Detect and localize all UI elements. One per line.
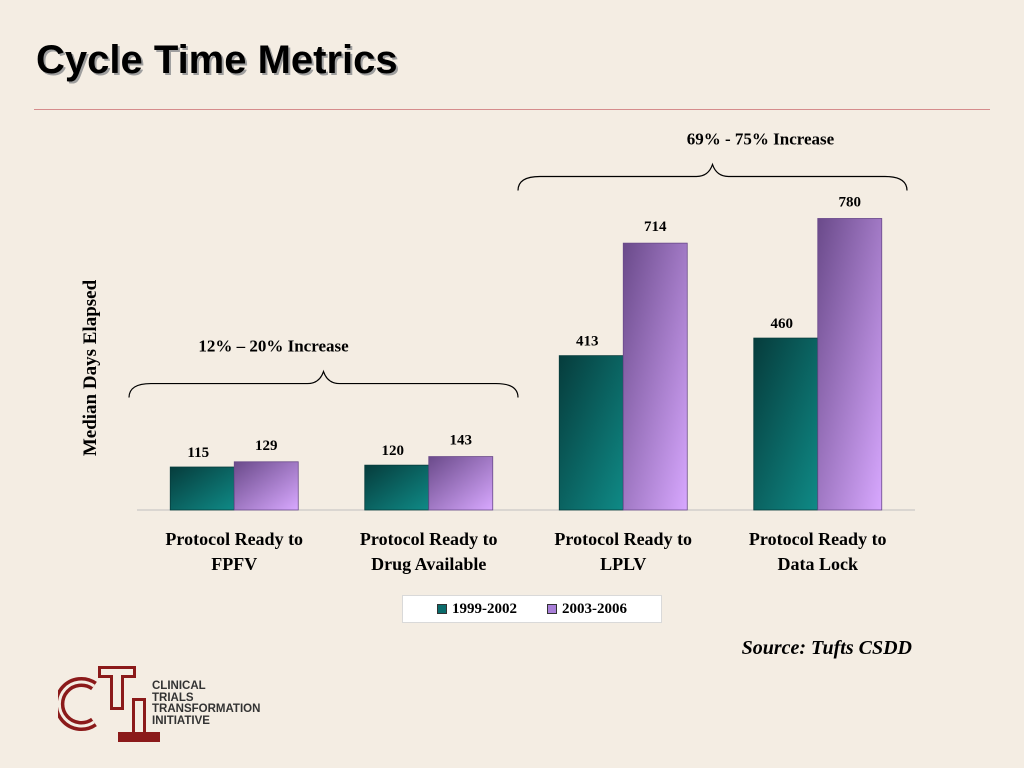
annotation-text-1: 12% – 20% Increase: [198, 337, 349, 356]
bar-series-2-cat-3: [622, 242, 688, 511]
cti-logo: [58, 666, 160, 742]
data-label-series-1-cat-4: 460: [771, 316, 794, 332]
slide-title: Cycle Time Metrics: [36, 38, 398, 82]
bar-series-2-cat-1: [233, 461, 299, 511]
data-label-series-1-cat-1: 115: [187, 445, 209, 461]
x-tick-label-cat-2-line-1: Protocol Ready to: [360, 529, 498, 549]
legend-item-series-1: 1999-2002: [437, 601, 517, 618]
data-label-series-2-cat-3: 714: [644, 219, 667, 235]
x-tick-label-cat-3-line-2: LPLV: [600, 554, 646, 574]
x-tick-label-cat-4-line-2: Data Lock: [778, 554, 859, 574]
data-label-series-2-cat-1: 129: [255, 438, 278, 454]
data-label-series-1-cat-2: 120: [382, 443, 405, 459]
bar-series-1-cat-3: [558, 355, 624, 511]
legend-swatch-series-2: [547, 604, 557, 614]
legend-swatch-series-1: [437, 604, 447, 614]
legend-label-series-2: 2003-2006: [562, 600, 627, 617]
data-label-series-2-cat-4: 780: [839, 194, 862, 210]
legend-label-series-1: 1999-2002: [452, 600, 517, 617]
legend-item-series-2: 2003-2006: [547, 601, 627, 618]
annotation-text-2: 69% - 75% Increase: [687, 129, 835, 148]
x-tick-label-cat-3-line-1: Protocol Ready to: [554, 529, 692, 549]
source-note: Source: Tufts CSDD: [741, 637, 912, 659]
data-label-series-1-cat-3: 413: [576, 334, 599, 350]
x-tick-label-cat-1-line-2: FPFV: [211, 554, 257, 574]
logo-line-2: TRIALS: [152, 691, 194, 704]
y-axis-label: Median Days Elapsed: [80, 279, 101, 456]
data-label-series-2-cat-2: 143: [450, 433, 473, 449]
bar-series-1-cat-2: [364, 464, 430, 511]
logo-wordmark: CLINICAL TRIALS TRANSFORMATION INITIATIV…: [152, 680, 261, 727]
annotation-brace-1: [128, 369, 519, 398]
chart-legend: 1999-2002 2003-2006: [402, 595, 662, 623]
x-tick-label-cat-1-line-1: Protocol Ready to: [165, 529, 303, 549]
bar-series-1-cat-4: [753, 337, 819, 511]
logo-line-1: CLINICAL: [152, 680, 206, 692]
logo-line-3: TRANSFORMATION: [152, 703, 261, 715]
annotation-brace-2: [517, 162, 908, 191]
bar-series-2-cat-4: [817, 218, 883, 511]
bar-series-1-cat-1: [169, 466, 235, 511]
bar-series-2-cat-2: [428, 456, 494, 511]
title-divider: [34, 109, 990, 110]
logo-line-4: INITIATIVE: [152, 714, 210, 727]
x-tick-label-cat-2-line-2: Drug Available: [371, 554, 486, 574]
x-tick-label-cat-4-line-1: Protocol Ready to: [749, 529, 887, 549]
